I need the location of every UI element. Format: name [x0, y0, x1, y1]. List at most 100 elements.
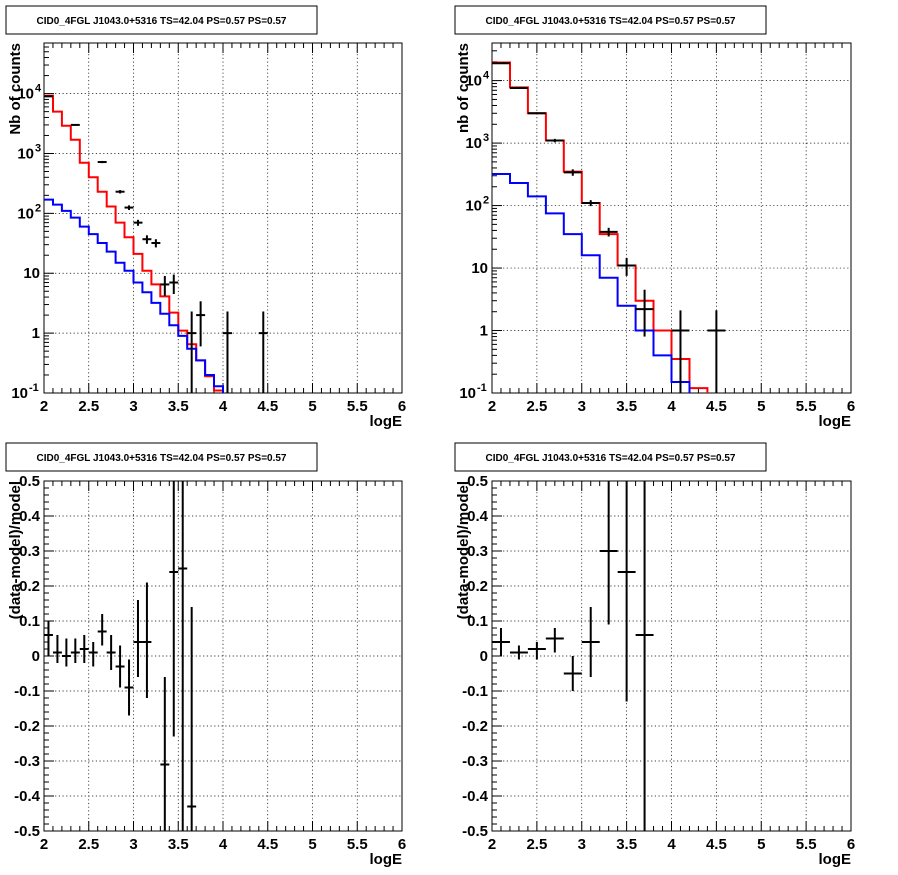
- y-axis-label: Nb of counts: [7, 43, 24, 135]
- y-tick-label: -0.2: [14, 718, 40, 735]
- x-tick-label: 5.5: [347, 836, 368, 853]
- x-tick-label: 4: [219, 836, 228, 853]
- series-step-line-2: [492, 173, 691, 393]
- y-tick-label: 10: [465, 73, 482, 90]
- chart-title-box: [454, 5, 767, 35]
- chart-title-box: [454, 442, 767, 472]
- residual-point: [617, 481, 636, 702]
- data-point: [671, 310, 690, 393]
- data-point: [223, 311, 232, 393]
- chart-title: CID0_4FGL J1043.0+5316 TS=42.04 PS=0.57 …: [37, 453, 287, 464]
- x-axis-label: logE: [370, 851, 403, 868]
- chart-panel-4: CID0_4FGL J1043.0+5316 TS=42.04 PS=0.57 …: [454, 442, 855, 868]
- chart-title-box: [5, 5, 318, 35]
- x-tick-label: 2.5: [526, 398, 547, 415]
- axis-ticks: [43, 42, 403, 394]
- y-tick-label: -0.3: [14, 753, 40, 770]
- y-tick-label: 0.1: [467, 613, 488, 630]
- y-tick-label: 10: [23, 265, 40, 282]
- x-tick-label: 4: [667, 836, 676, 853]
- x-tick-label: 4: [219, 398, 228, 415]
- x-tick-label: 6: [398, 836, 406, 853]
- data-point: [151, 239, 161, 248]
- residual-point: [44, 621, 53, 656]
- y-axis-label: nb of counts: [455, 43, 472, 133]
- residual-point: [133, 600, 143, 677]
- y-tick-label: 0.4: [467, 508, 489, 525]
- x-axis-label: logE: [819, 413, 852, 430]
- y-tick-label: 10: [471, 260, 488, 277]
- data-point: [70, 123, 80, 126]
- residual-point: [635, 481, 654, 831]
- residual-point: [187, 607, 197, 831]
- x-tick-label: 5.5: [347, 398, 368, 415]
- chart-title: CID0_4FGL J1043.0+5316 TS=42.04 PS=0.57 …: [37, 16, 287, 27]
- x-axis-label: logE: [819, 851, 852, 868]
- y-tick-exponent: 4: [483, 70, 490, 82]
- series-step-line-1: [492, 61, 709, 393]
- y-tick-label: 1: [480, 323, 488, 340]
- residual-point: [599, 481, 618, 625]
- data-point: [707, 310, 726, 393]
- y-tick-label: 10: [465, 198, 482, 215]
- x-tick-label: 4.5: [257, 398, 278, 415]
- y-tick-exponent: 3: [35, 142, 41, 154]
- y-tick-label: -0.2: [462, 718, 488, 735]
- residual-point: [492, 628, 510, 656]
- data-point: [563, 169, 582, 176]
- x-tick-label: 2: [488, 398, 496, 415]
- data-point: [142, 235, 152, 244]
- data-point: [97, 160, 107, 164]
- y-tick-label: 0.3: [19, 543, 40, 560]
- y-tick-label: 10: [465, 135, 482, 152]
- data-point: [527, 112, 546, 115]
- x-tick-label: 5: [308, 398, 316, 415]
- chart-panel-1: CID0_4FGL J1043.0+5316 TS=42.04 PS=0.57 …: [5, 5, 406, 430]
- y-tick-exponent: 2: [483, 195, 489, 207]
- residual-point: [52, 635, 62, 663]
- residual-point: [545, 628, 564, 653]
- residual-point: [70, 638, 80, 663]
- y-tick-label: 10: [17, 86, 34, 103]
- y-tick-label: 0: [480, 648, 488, 665]
- chart-title-box: [5, 442, 318, 472]
- data-point: [115, 190, 125, 194]
- residual-point: [509, 645, 528, 660]
- data-point: [133, 219, 143, 226]
- residual-point: [169, 481, 179, 737]
- y-tick-label: 10: [17, 205, 34, 222]
- data-point: [44, 95, 53, 98]
- x-tick-label: 4: [667, 398, 676, 415]
- residual-point: [88, 642, 98, 667]
- residual-point: [124, 659, 134, 716]
- series-group: [44, 94, 268, 393]
- data-point: [196, 301, 206, 347]
- data-point: [509, 87, 528, 90]
- y-tick-label: 10: [17, 145, 34, 162]
- x-tick-label: 3: [129, 836, 137, 853]
- y-tick-label: 0.3: [467, 543, 488, 560]
- chart-title: CID0_4FGL J1043.0+5316 TS=42.04 PS=0.57 …: [486, 16, 736, 27]
- residual-point: [527, 642, 546, 660]
- data-point: [124, 205, 134, 210]
- x-tick-label: 5.5: [796, 398, 817, 415]
- x-tick-label: 3.5: [168, 398, 189, 415]
- data-point: [258, 311, 268, 393]
- plot-frame: [43, 480, 403, 832]
- x-tick-label: 5: [757, 398, 765, 415]
- y-tick-label: 0.4: [19, 508, 41, 525]
- x-tick-label: 3.5: [168, 836, 189, 853]
- x-tick-label: 4.5: [257, 836, 278, 853]
- y-tick-label: -0.3: [462, 753, 488, 770]
- residual-point: [142, 582, 152, 698]
- data-point: [617, 257, 636, 276]
- x-axis-label: logE: [370, 413, 403, 430]
- y-tick-exponent: 2: [35, 202, 41, 214]
- x-tick-label: 4.5: [706, 398, 727, 415]
- residual-point: [563, 656, 582, 691]
- x-tick-label: 5: [757, 836, 765, 853]
- x-tick-label: 3: [578, 836, 586, 853]
- y-tick-label: 0.5: [19, 473, 40, 490]
- x-tick-label: 2: [40, 836, 48, 853]
- y-tick-exponent: 4: [35, 83, 42, 95]
